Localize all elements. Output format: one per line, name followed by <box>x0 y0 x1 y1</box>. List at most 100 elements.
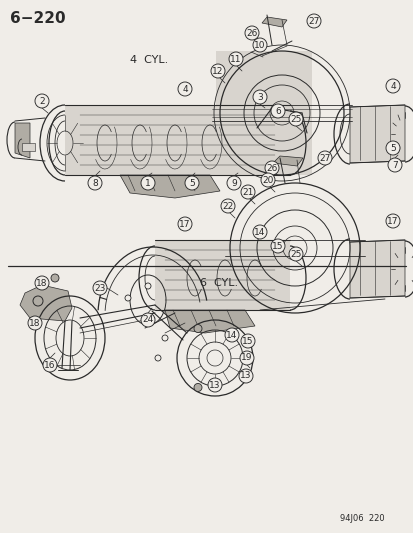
Text: 27: 27 <box>308 17 319 26</box>
Text: 11: 11 <box>230 54 241 63</box>
Circle shape <box>88 176 102 190</box>
Text: 6−220: 6−220 <box>10 11 66 26</box>
Circle shape <box>260 173 274 187</box>
Text: 7: 7 <box>391 160 397 169</box>
Circle shape <box>271 239 284 253</box>
Text: 12: 12 <box>212 67 223 76</box>
Circle shape <box>51 274 59 282</box>
Circle shape <box>38 281 46 289</box>
Circle shape <box>221 199 235 213</box>
Circle shape <box>154 355 161 361</box>
Circle shape <box>385 214 399 228</box>
Circle shape <box>28 316 42 330</box>
Text: 13: 13 <box>240 372 251 381</box>
Text: 22: 22 <box>222 201 233 211</box>
Circle shape <box>178 217 192 231</box>
Text: 25: 25 <box>290 249 301 259</box>
Text: 17: 17 <box>386 216 398 225</box>
Circle shape <box>240 351 254 365</box>
Polygon shape <box>349 105 404 163</box>
Polygon shape <box>165 310 254 333</box>
Text: 14: 14 <box>254 228 265 237</box>
Circle shape <box>317 151 331 165</box>
Circle shape <box>306 14 320 28</box>
Circle shape <box>141 313 154 327</box>
Text: 18: 18 <box>29 319 40 327</box>
Text: 13: 13 <box>209 381 220 390</box>
Text: 8: 8 <box>92 179 97 188</box>
Text: 4  CYL.: 4 CYL. <box>130 55 168 65</box>
Polygon shape <box>272 156 302 166</box>
Text: 6  CYL.: 6 CYL. <box>199 278 237 288</box>
Circle shape <box>385 141 399 155</box>
Circle shape <box>161 335 168 341</box>
Circle shape <box>207 378 221 392</box>
Polygon shape <box>20 285 72 321</box>
Text: 15: 15 <box>242 336 253 345</box>
Circle shape <box>145 283 151 289</box>
Text: 25: 25 <box>290 115 301 124</box>
Circle shape <box>288 247 302 261</box>
Text: 2: 2 <box>39 96 45 106</box>
Circle shape <box>178 82 192 96</box>
Circle shape <box>141 176 154 190</box>
Circle shape <box>194 383 202 391</box>
Text: 19: 19 <box>241 353 252 362</box>
Circle shape <box>33 296 43 306</box>
Circle shape <box>252 38 266 52</box>
Text: 5: 5 <box>389 143 395 152</box>
Text: 21: 21 <box>242 188 253 197</box>
Text: 23: 23 <box>94 284 105 293</box>
Text: 6: 6 <box>275 107 280 116</box>
Circle shape <box>252 225 266 239</box>
Circle shape <box>240 185 254 199</box>
Text: 18: 18 <box>36 279 47 287</box>
Text: 4: 4 <box>182 85 188 93</box>
Text: 94J06  220: 94J06 220 <box>339 514 384 523</box>
Polygon shape <box>261 17 286 27</box>
Text: 27: 27 <box>318 154 330 163</box>
Text: 4: 4 <box>389 82 395 91</box>
Circle shape <box>244 26 259 40</box>
Circle shape <box>194 325 202 333</box>
Circle shape <box>185 176 199 190</box>
Polygon shape <box>65 105 289 175</box>
Circle shape <box>385 79 399 93</box>
Text: 5: 5 <box>189 179 195 188</box>
Polygon shape <box>22 143 35 151</box>
Circle shape <box>211 64 224 78</box>
Circle shape <box>264 161 278 175</box>
Circle shape <box>35 276 49 290</box>
Text: 20: 20 <box>262 175 273 184</box>
Text: 24: 24 <box>142 316 153 325</box>
Text: 9: 9 <box>230 179 236 188</box>
Text: 26: 26 <box>246 28 257 37</box>
Text: 14: 14 <box>226 330 237 340</box>
Circle shape <box>226 176 240 190</box>
Circle shape <box>35 94 49 108</box>
Circle shape <box>238 369 252 383</box>
Polygon shape <box>349 240 404 298</box>
Circle shape <box>224 328 238 342</box>
Circle shape <box>288 112 302 126</box>
Text: 16: 16 <box>44 360 56 369</box>
Text: 1: 1 <box>145 179 150 188</box>
Circle shape <box>244 354 252 362</box>
Circle shape <box>43 358 57 372</box>
Circle shape <box>228 52 242 66</box>
Text: 10: 10 <box>254 41 265 50</box>
Text: 3: 3 <box>256 93 262 101</box>
Circle shape <box>93 281 107 295</box>
Polygon shape <box>154 240 289 310</box>
Circle shape <box>125 295 131 301</box>
Circle shape <box>240 334 254 348</box>
Circle shape <box>252 90 266 104</box>
Polygon shape <box>216 51 311 175</box>
Text: 17: 17 <box>179 220 190 229</box>
Text: 26: 26 <box>266 164 277 173</box>
Polygon shape <box>15 123 30 158</box>
Polygon shape <box>120 175 219 198</box>
Circle shape <box>387 158 401 172</box>
Circle shape <box>271 104 284 118</box>
Text: 15: 15 <box>272 241 283 251</box>
